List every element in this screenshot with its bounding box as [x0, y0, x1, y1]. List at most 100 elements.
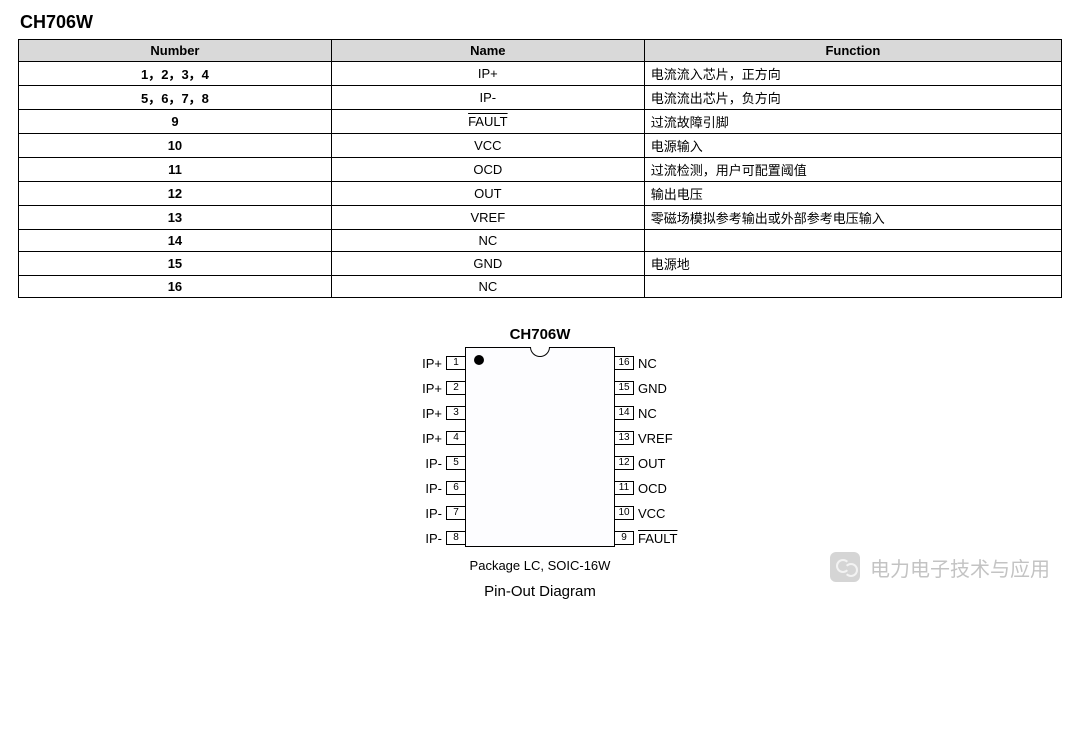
page-title: CH706W [20, 12, 1062, 33]
cell-name: OUT [331, 182, 644, 206]
pin-number-box: 3 [446, 406, 466, 420]
pin-number-box: 10 [614, 506, 634, 520]
cell-number: 10 [19, 134, 332, 158]
cell-function: 电源输入 [644, 134, 1061, 158]
cell-name: NC [331, 276, 644, 298]
table-row: 9FAULT过流故障引脚 [19, 110, 1062, 134]
cell-name: IP+ [331, 62, 644, 86]
pin-3: IP+3 [414, 404, 466, 422]
pin-number-box: 11 [614, 481, 634, 495]
cell-function: 电流流入芯片，正方向 [644, 62, 1061, 86]
chip-label: CH706W [18, 326, 1062, 343]
col-header-function: Function [644, 40, 1061, 62]
table-row: 14NC [19, 230, 1062, 252]
pin-7: IP-7 [414, 504, 466, 522]
cell-name: VCC [331, 134, 644, 158]
cell-function [644, 276, 1061, 298]
pinout-diagram: CH706W IP+1IP+2IP+3IP+4IP-5IP-6IP-7IP-81… [18, 326, 1062, 600]
pin-number-box: 9 [614, 531, 634, 545]
chip-notch [530, 347, 550, 357]
pin-label: FAULT [634, 531, 682, 546]
pin-1: IP+1 [414, 354, 466, 372]
pin-label: NC [634, 356, 682, 371]
pin-label: GND [634, 381, 682, 396]
cell-function: 电流流出芯片，负方向 [644, 86, 1061, 110]
pin-number-box: 16 [614, 356, 634, 370]
pin-label: OUT [634, 456, 682, 471]
cell-function: 输出电压 [644, 182, 1061, 206]
pin-5: IP-5 [414, 454, 466, 472]
pin-label: IP+ [414, 381, 446, 396]
pin-number-box: 4 [446, 431, 466, 445]
cell-number: 5，6，7，8 [19, 86, 332, 110]
table-row: 16NC [19, 276, 1062, 298]
pin-number-box: 8 [446, 531, 466, 545]
pin-number-box: 12 [614, 456, 634, 470]
cell-function: 过流故障引脚 [644, 110, 1061, 134]
cell-function: 零磁场模拟参考输出或外部参考电压输入 [644, 206, 1061, 230]
cell-name: IP- [331, 86, 644, 110]
pin-number-box: 2 [446, 381, 466, 395]
pin-table: Number Name Function 1，2，3，4IP+电流流入芯片，正方… [18, 39, 1062, 298]
table-header-row: Number Name Function [19, 40, 1062, 62]
pin-label: VREF [634, 431, 682, 446]
table-row: 15GND电源地 [19, 252, 1062, 276]
cell-name: VREF [331, 206, 644, 230]
pin-13: 13VREF [614, 429, 682, 447]
table-row: 13VREF零磁场模拟参考输出或外部参考电压输入 [19, 206, 1062, 230]
cell-number: 12 [19, 182, 332, 206]
pin-number-box: 13 [614, 431, 634, 445]
col-header-number: Number [19, 40, 332, 62]
pin-number-box: 5 [446, 456, 466, 470]
pin-number-box: 7 [446, 506, 466, 520]
pin-9: 9FAULT [614, 529, 682, 547]
table-row: 12OUT输出电压 [19, 182, 1062, 206]
cell-name: FAULT [331, 110, 644, 134]
cell-number: 1，2，3，4 [19, 62, 332, 86]
cell-number: 13 [19, 206, 332, 230]
pin-6: IP-6 [414, 479, 466, 497]
col-header-name: Name [331, 40, 644, 62]
pin-number-box: 14 [614, 406, 634, 420]
pin-label: IP- [414, 531, 446, 546]
pin-label: IP- [414, 506, 446, 521]
pin-label: IP- [414, 456, 446, 471]
pin-14: 14NC [614, 404, 682, 422]
cell-number: 11 [19, 158, 332, 182]
pin-12: 12OUT [614, 454, 682, 472]
cell-function [644, 230, 1061, 252]
cell-number: 16 [19, 276, 332, 298]
cell-function: 电源地 [644, 252, 1061, 276]
pin1-dot-icon [474, 355, 484, 365]
table-row: 10VCC电源输入 [19, 134, 1062, 158]
chip-body: IP+1IP+2IP+3IP+4IP-5IP-6IP-7IP-816NC15GN… [465, 347, 615, 547]
pin-11: 11OCD [614, 479, 682, 497]
cell-number: 14 [19, 230, 332, 252]
pin-label: NC [634, 406, 682, 421]
table-row: 1，2，3，4IP+电流流入芯片，正方向 [19, 62, 1062, 86]
pin-10: 10VCC [614, 504, 682, 522]
pin-label: OCD [634, 481, 682, 496]
pin-label: IP- [414, 481, 446, 496]
pin-label: IP+ [414, 406, 446, 421]
cell-function: 过流检测，用户可配置阈值 [644, 158, 1061, 182]
table-row: 5，6，7，8IP-电流流出芯片，负方向 [19, 86, 1062, 110]
cell-name: OCD [331, 158, 644, 182]
pin-4: IP+4 [414, 429, 466, 447]
cell-name: GND [331, 252, 644, 276]
cell-number: 9 [19, 110, 332, 134]
package-caption: Package LC, SOIC-16W [18, 558, 1062, 573]
pin-15: 15GND [614, 379, 682, 397]
pin-number-box: 1 [446, 356, 466, 370]
pin-label: IP+ [414, 431, 446, 446]
pin-8: IP-8 [414, 529, 466, 547]
cell-name: NC [331, 230, 644, 252]
pin-number-box: 6 [446, 481, 466, 495]
pin-2: IP+2 [414, 379, 466, 397]
pin-number-box: 15 [614, 381, 634, 395]
diagram-caption: Pin-Out Diagram [18, 583, 1062, 600]
cell-number: 15 [19, 252, 332, 276]
pin-16: 16NC [614, 354, 682, 372]
table-row: 11OCD过流检测，用户可配置阈值 [19, 158, 1062, 182]
pin-label: VCC [634, 506, 682, 521]
